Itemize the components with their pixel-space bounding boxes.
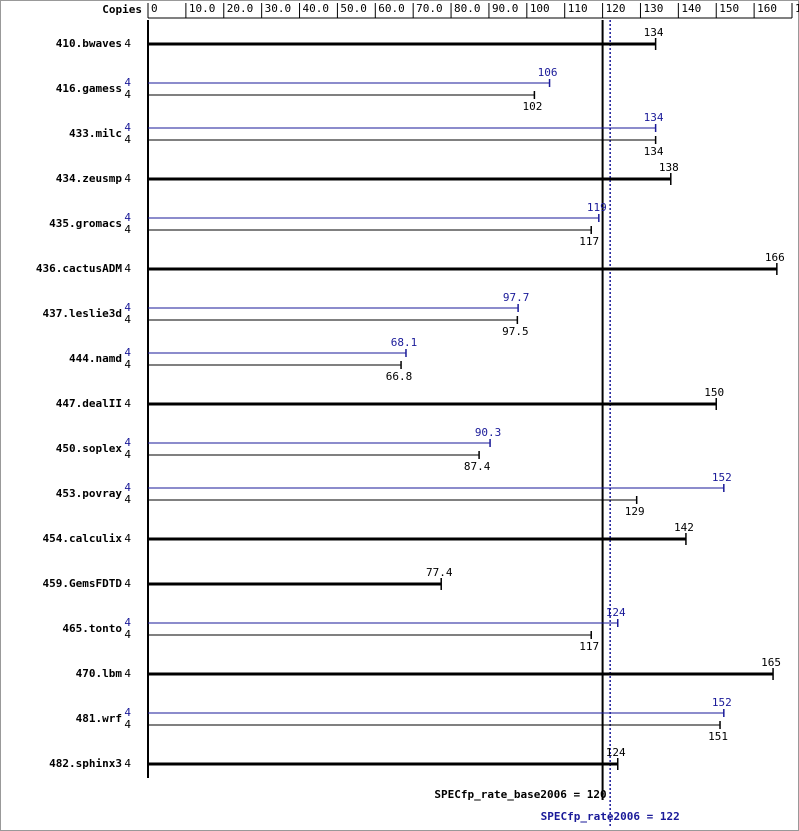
x-tick-label: 130: [643, 2, 663, 15]
benchmark-label: 482.sphinx3: [49, 757, 122, 770]
value-label: 151: [708, 730, 728, 743]
copies-label: 4: [124, 211, 131, 224]
copies-label: 4: [124, 88, 131, 101]
value-label: 142: [674, 521, 694, 534]
benchmark-label: 450.soplex: [56, 442, 123, 455]
value-label: 68.1: [391, 336, 418, 349]
copies-label: 4: [124, 172, 131, 185]
x-tick-label: 40.0: [303, 2, 330, 15]
copies-label: 4: [124, 628, 131, 641]
copies-label: 4: [124, 121, 131, 134]
copies-label: 4: [124, 37, 131, 50]
benchmark-label: 434.zeusmp: [56, 172, 123, 185]
x-tick-label: 0: [151, 2, 158, 15]
value-label: 134: [644, 26, 664, 39]
value-label: 166: [765, 251, 785, 264]
benchmark-label: 465.tonto: [62, 622, 122, 635]
copies-label: 4: [124, 616, 131, 629]
benchmark-label: 416.gamess: [56, 82, 122, 95]
value-label: 90.3: [475, 426, 502, 439]
copies-header: Copies: [102, 3, 142, 16]
copies-label: 4: [124, 718, 131, 731]
copies-label: 4: [124, 346, 131, 359]
copies-label: 4: [124, 532, 131, 545]
copies-label: 4: [124, 76, 131, 89]
value-label: 150: [704, 386, 724, 399]
x-tick-label: 100: [530, 2, 550, 15]
benchmark-label: 437.leslie3d: [43, 307, 122, 320]
value-label: 134: [644, 111, 664, 124]
copies-label: 4: [124, 358, 131, 371]
benchmark-label: 447.dealII: [56, 397, 122, 410]
value-label: 97.7: [503, 291, 530, 304]
copies-label: 4: [124, 706, 131, 719]
copies-label: 4: [124, 397, 131, 410]
copies-label: 4: [124, 481, 131, 494]
copies-label: 4: [124, 262, 131, 275]
benchmark-label: 454.calculix: [43, 532, 123, 545]
benchmark-label: 435.gromacs: [49, 217, 122, 230]
value-label: 106: [538, 66, 558, 79]
value-label: 66.8: [386, 370, 413, 383]
copies-label: 4: [124, 133, 131, 146]
value-label: 165: [761, 656, 781, 669]
benchmark-label: 453.povray: [56, 487, 123, 500]
x-tick-label: 80.0: [454, 2, 481, 15]
x-tick-label: 50.0: [340, 2, 367, 15]
value-label: 152: [712, 696, 732, 709]
value-label: 124: [606, 746, 626, 759]
x-tick-label: 70.0: [416, 2, 443, 15]
copies-label: 4: [124, 436, 131, 449]
benchmark-label: 481.wrf: [76, 712, 122, 725]
copies-label: 4: [124, 313, 131, 326]
copies-label: 4: [124, 223, 131, 236]
benchmark-label: 459.GemsFDTD: [43, 577, 123, 590]
x-tick-label: 150: [719, 2, 739, 15]
value-label: 102: [522, 100, 542, 113]
benchmark-label: 436.cactusADM: [36, 262, 122, 275]
benchmark-label: 410.bwaves: [56, 37, 122, 50]
x-tick-label: 160: [757, 2, 777, 15]
copies-label: 4: [124, 667, 131, 680]
reference-label: SPECfp_rate_base2006 = 120: [434, 788, 606, 801]
value-label: 152: [712, 471, 732, 484]
x-tick-label: 120: [606, 2, 626, 15]
copies-label: 4: [124, 493, 131, 506]
value-label: 117: [579, 235, 599, 248]
x-tick-label: 20.0: [227, 2, 254, 15]
x-tick-label: 60.0: [378, 2, 405, 15]
value-label: 134: [644, 145, 664, 158]
benchmark-label: 433.milc: [69, 127, 122, 140]
x-tick-label: 30.0: [265, 2, 292, 15]
value-label: 124: [606, 606, 626, 619]
value-label: 97.5: [502, 325, 529, 338]
x-tick-label: 90.0: [492, 2, 519, 15]
value-label: 129: [625, 505, 645, 518]
benchmark-label: 470.lbm: [76, 667, 123, 680]
copies-label: 4: [124, 577, 131, 590]
x-tick-label: 140: [681, 2, 701, 15]
benchmark-label: 444.namd: [69, 352, 122, 365]
value-label: 77.4: [426, 566, 453, 579]
value-label: 138: [659, 161, 679, 174]
copies-label: 4: [124, 301, 131, 314]
copies-label: 4: [124, 448, 131, 461]
x-tick-label: 110: [568, 2, 588, 15]
value-label: 119: [587, 201, 607, 214]
x-tick-label: 170: [795, 2, 799, 15]
x-tick-label: 10.0: [189, 2, 216, 15]
copies-label: 4: [124, 757, 131, 770]
value-label: 117: [579, 640, 599, 653]
reference-label: SPECfp_rate2006 = 122: [541, 810, 680, 823]
value-label: 87.4: [464, 460, 491, 473]
